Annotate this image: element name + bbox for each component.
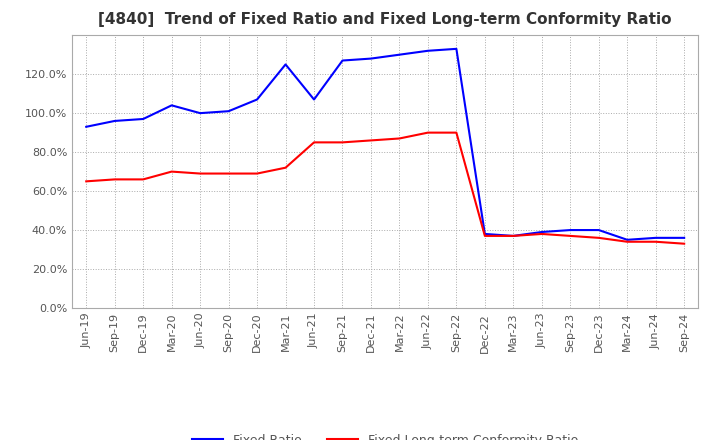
- Line: Fixed Long-term Conformity Ratio: Fixed Long-term Conformity Ratio: [86, 132, 684, 244]
- Fixed Long-term Conformity Ratio: [537, 231, 546, 237]
- Fixed Long-term Conformity Ratio: [139, 177, 148, 182]
- Fixed Ratio: [566, 227, 575, 233]
- Fixed Long-term Conformity Ratio: [196, 171, 204, 176]
- Fixed Long-term Conformity Ratio: [253, 171, 261, 176]
- Title: [4840]  Trend of Fixed Ratio and Fixed Long-term Conformity Ratio: [4840] Trend of Fixed Ratio and Fixed Lo…: [99, 12, 672, 27]
- Fixed Ratio: [338, 58, 347, 63]
- Fixed Long-term Conformity Ratio: [509, 233, 518, 238]
- Fixed Long-term Conformity Ratio: [623, 239, 631, 244]
- Fixed Long-term Conformity Ratio: [680, 241, 688, 246]
- Fixed Long-term Conformity Ratio: [82, 179, 91, 184]
- Fixed Ratio: [225, 109, 233, 114]
- Fixed Long-term Conformity Ratio: [225, 171, 233, 176]
- Fixed Ratio: [680, 235, 688, 241]
- Fixed Ratio: [395, 52, 404, 57]
- Fixed Ratio: [253, 97, 261, 102]
- Fixed Long-term Conformity Ratio: [566, 233, 575, 238]
- Fixed Long-term Conformity Ratio: [423, 130, 432, 135]
- Fixed Long-term Conformity Ratio: [595, 235, 603, 241]
- Fixed Ratio: [652, 235, 660, 241]
- Fixed Ratio: [423, 48, 432, 53]
- Fixed Ratio: [366, 56, 375, 61]
- Fixed Long-term Conformity Ratio: [480, 233, 489, 238]
- Fixed Long-term Conformity Ratio: [395, 136, 404, 141]
- Fixed Long-term Conformity Ratio: [110, 177, 119, 182]
- Fixed Ratio: [509, 233, 518, 238]
- Fixed Ratio: [623, 237, 631, 242]
- Fixed Long-term Conformity Ratio: [310, 140, 318, 145]
- Fixed Ratio: [167, 103, 176, 108]
- Fixed Ratio: [452, 46, 461, 51]
- Fixed Long-term Conformity Ratio: [366, 138, 375, 143]
- Fixed Long-term Conformity Ratio: [338, 140, 347, 145]
- Fixed Ratio: [110, 118, 119, 124]
- Fixed Long-term Conformity Ratio: [652, 239, 660, 244]
- Fixed Long-term Conformity Ratio: [167, 169, 176, 174]
- Fixed Ratio: [139, 116, 148, 121]
- Fixed Ratio: [82, 124, 91, 129]
- Legend: Fixed Ratio, Fixed Long-term Conformity Ratio: Fixed Ratio, Fixed Long-term Conformity …: [187, 429, 583, 440]
- Line: Fixed Ratio: Fixed Ratio: [86, 49, 684, 240]
- Fixed Ratio: [480, 231, 489, 237]
- Fixed Long-term Conformity Ratio: [282, 165, 290, 170]
- Fixed Ratio: [196, 110, 204, 116]
- Fixed Long-term Conformity Ratio: [452, 130, 461, 135]
- Fixed Ratio: [282, 62, 290, 67]
- Fixed Ratio: [595, 227, 603, 233]
- Fixed Ratio: [310, 97, 318, 102]
- Fixed Ratio: [537, 229, 546, 235]
